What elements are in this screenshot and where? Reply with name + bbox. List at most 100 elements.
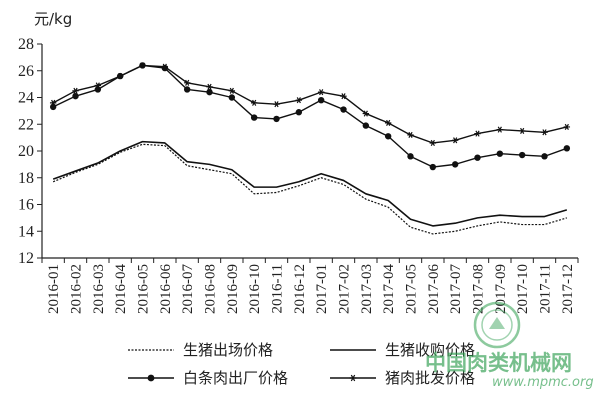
data-point [72,92,79,100]
y-tick-label: 26 [18,63,34,80]
data-point [384,119,392,126]
x-tick-label: 2016-11 [270,264,286,313]
data-point [183,86,191,93]
data-point [49,99,57,106]
x-tick-label: 2017-11 [538,264,554,313]
x-tick-label: 2017-05 [404,264,420,314]
data-point [183,79,191,86]
data-point [49,103,57,111]
series-2 [52,140,568,227]
x-tick-label: 2016-09 [225,264,241,314]
data-point [250,114,258,121]
x-tick-label: 2016-03 [91,264,107,314]
data-point [295,97,303,104]
data-point [541,153,548,160]
series-layer [49,62,571,235]
x-tick-label: 2017-08 [471,264,487,314]
data-point [340,106,347,113]
data-point [94,86,102,93]
data-point [474,130,481,137]
x-tick-label: 2016-08 [203,264,219,314]
x-tick-label: 2016-10 [247,264,263,314]
data-point [563,145,571,152]
x-tick-label: 2016-07 [180,264,196,314]
data-point [518,127,526,135]
series-3 [49,62,571,171]
data-point [451,161,459,168]
data-point [362,122,370,129]
x-tick-label: 2016-12 [292,264,308,314]
data-point [317,96,325,104]
x-tick-label: 2017-09 [493,264,509,314]
legend-marker [349,374,357,382]
data-point [541,129,548,136]
x-tick-label: 2017-07 [448,264,464,314]
x-tick-label: 2017-02 [337,264,353,314]
legend-item-3: 白条肉出厂价格 [128,369,288,387]
x-tick-label: 2017-01 [314,264,330,314]
y-tick-label: 14 [18,223,34,240]
data-point [206,83,213,90]
legend-label: 猪肉批发价格 [385,369,475,387]
legend-label: 生猪收购价格 [385,341,475,359]
data-point [317,89,325,96]
data-point [563,123,571,130]
data-point [451,137,459,144]
x-tick-label: 2017-04 [381,264,397,314]
y-tick-label: 28 [18,36,34,53]
x-tick-label: 2017-10 [515,264,531,314]
data-point [228,87,236,94]
data-point [362,110,370,117]
series-1 [52,143,568,235]
series-4 [49,62,571,147]
data-point [496,126,504,133]
series-line [52,140,568,227]
x-tick-label: 2016-05 [136,264,152,314]
data-point [116,73,124,80]
x-tick-label: 2017-03 [359,264,375,314]
data-point [206,88,213,96]
legend-marker [147,374,155,382]
data-point [273,101,280,108]
data-point [384,133,392,140]
series-line [52,64,567,144]
data-point [228,94,236,101]
watermark-url: www.mpmc.org [492,375,594,390]
data-point [273,115,280,123]
data-point [407,153,414,160]
y-tick-label: 12 [18,250,34,267]
data-point [429,163,437,171]
y-tick-label: 20 [18,143,34,160]
y-tick-label: 18 [18,170,34,187]
data-point [407,131,414,139]
legend-item-1: 生猪出场价格 [128,341,273,359]
data-point [496,150,504,157]
x-tick-label: 2016-02 [69,264,85,314]
y-tick-label: 24 [18,90,34,107]
data-point [161,63,169,70]
y-tick-label: 16 [18,197,34,214]
data-point [340,93,347,100]
data-point [518,151,526,159]
series-line [52,64,568,168]
legend-item-2: 生猪收购价格 [330,341,475,359]
x-tick-label: 2016-04 [113,264,129,314]
data-point [94,82,102,89]
watermark-text: 中国肉类机械网 [425,351,572,375]
data-point [250,99,258,106]
legend-label: 生猪出场价格 [183,341,273,359]
watermark: 中国肉类机械网 www.mpmc.org [425,301,594,390]
x-tick-label: 2017-06 [426,264,442,314]
legend-item-4: 猪肉批发价格 [330,369,475,387]
x-tick-label: 2016-01 [46,264,62,314]
watermark-emblem-icon [473,301,521,349]
data-point [474,154,481,161]
data-point [139,62,146,69]
y-axis-unit-label: 元/kg [34,10,72,28]
axes: 12 14 16 18 20 22 24 26 28 2016-01 2016-02 2016-03 2… [18,36,579,314]
data-point [295,109,303,116]
data-point [72,87,79,94]
x-tick-label: 2016-06 [158,264,174,314]
